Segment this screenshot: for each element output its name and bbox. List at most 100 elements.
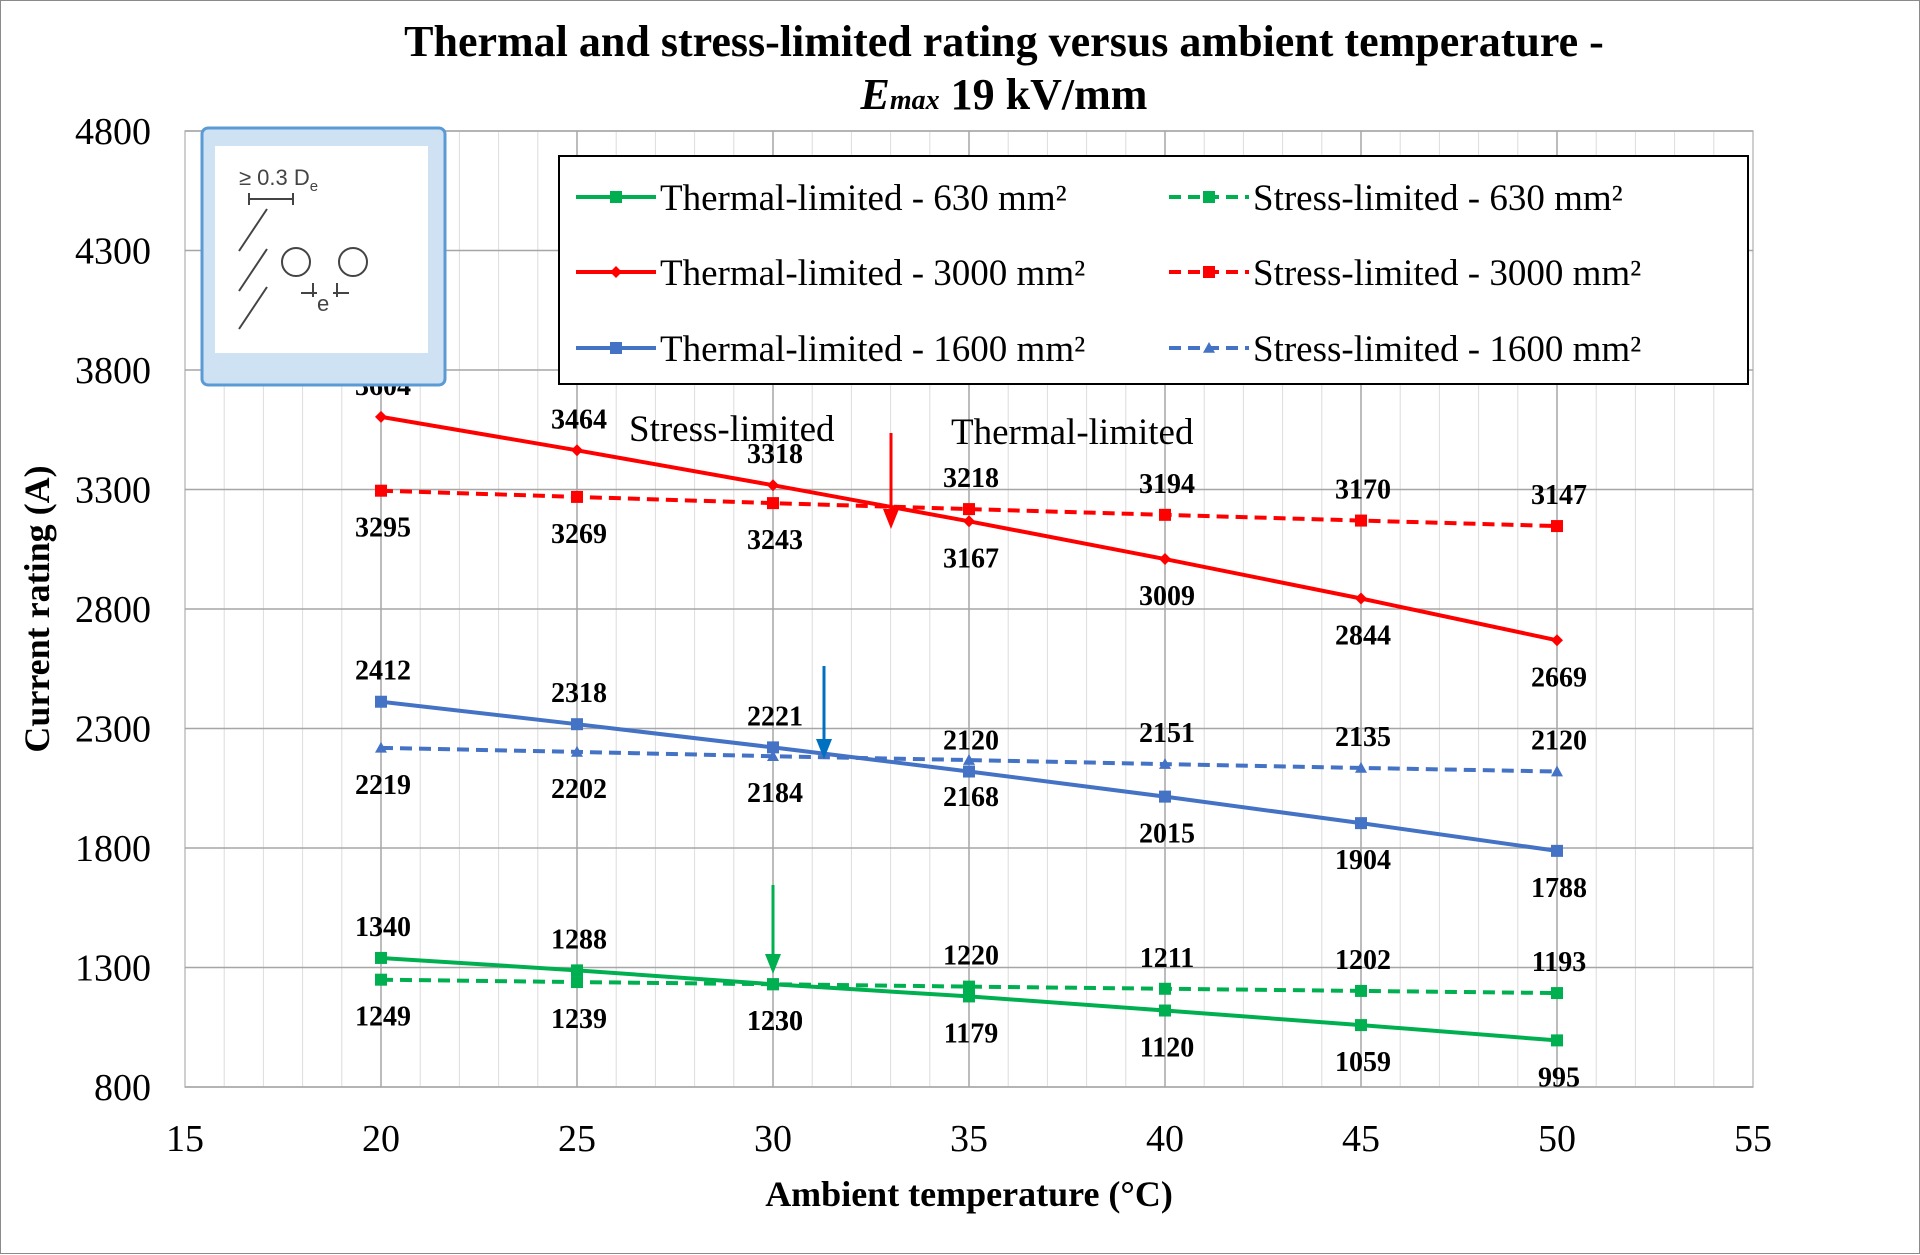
legend-label: Stress-limited - 3000 mm² [1253,253,1641,294]
data-label: 3009 [1139,581,1195,612]
series-layer [375,410,1563,1047]
series-0 [375,951,1563,1047]
legend-swatch-marker [610,342,622,354]
x-tick-label: 25 [558,1118,596,1160]
legend-item-1: Stress-limited - 630 mm² [1169,178,1623,219]
blue-crossover-arrow [816,666,832,759]
data-label: 1179 [944,1018,998,1049]
chart-subtitle: Emax 19 kV/mm [860,70,1148,119]
x-tick-label: 45 [1342,1118,1380,1160]
x-tick-label: 15 [166,1118,204,1160]
green-crossover-arrow [765,885,781,974]
data-label: 2135 [1335,722,1391,753]
data-point [375,484,387,497]
data-label: 3147 [1531,480,1587,511]
data-point [1159,758,1171,769]
data-point [1159,508,1171,521]
x-tick-label: 20 [362,1118,400,1160]
data-point [571,745,583,757]
data-point [963,754,975,765]
data-point [767,479,779,492]
data-point [1159,1004,1171,1017]
subtitle-symbol: E [860,70,890,119]
y-axis-label: Current rating (A) [17,465,57,752]
data-label: 2202 [551,774,607,805]
data-point [571,976,583,989]
x-tick-labels: 15 20 25 30 35 40 45 50 55 [166,1118,1772,1160]
legend-item-3: Stress-limited - 3000 mm² [1169,253,1641,294]
data-label: 995 [1538,1062,1580,1093]
data-label: 3295 [355,513,411,544]
legend-item-4: Thermal-limited - 1600 mm² [576,329,1085,370]
y-tick-label: 3300 [75,470,151,512]
y-tick-label: 1800 [75,828,151,870]
data-point [767,741,779,754]
data-point [767,978,779,991]
data-label: 2412 [355,656,411,687]
data-point [1355,592,1367,605]
data-point [1355,514,1367,527]
data-label: 3318 [747,439,803,470]
data-point [571,718,583,731]
legend-label: Thermal-limited - 3000 mm² [660,253,1085,294]
data-label: 1288 [551,924,607,955]
y-tick-label: 800 [94,1067,151,1109]
data-label: 2151 [1139,718,1195,749]
data-label: 1249 [355,1002,411,1033]
data-point [963,980,975,993]
stress-limited-annotation: Stress-limited [629,409,835,450]
subtitle-rest: 19 kV/mm [940,70,1148,119]
data-point [375,741,387,753]
legend-swatch-marker [610,191,622,203]
data-point [963,765,975,778]
legend: Thermal-limited - 630 mm² Stress-limited … [558,155,1749,385]
data-point [1159,790,1171,803]
legend-item-2: Thermal-limited - 3000 mm² [576,253,1085,294]
data-point [1355,761,1367,773]
data-label: 2221 [747,701,803,732]
data-label: 3194 [1139,469,1195,500]
x-tick-label: 30 [754,1118,792,1160]
data-label: 1904 [1335,845,1391,876]
data-point [375,951,387,964]
legend-label: Stress-limited - 630 mm² [1253,178,1623,219]
legend-box [558,155,1749,385]
legend-label: Stress-limited - 1600 mm² [1253,329,1641,370]
data-label: 1230 [747,1006,803,1037]
data-point [571,490,583,503]
legend-swatch-marker [1203,191,1215,203]
legend-swatch-marker [1203,266,1215,278]
data-label: 3170 [1335,475,1391,506]
y-tick-label: 4300 [75,231,151,273]
data-point [1159,553,1171,566]
data-label: 1059 [1335,1047,1391,1078]
data-label: 1202 [1335,945,1391,976]
data-label: 2844 [1335,620,1391,651]
data-label: 2219 [355,770,411,801]
y-tick-label: 2300 [75,709,151,751]
data-label: 2318 [551,678,607,709]
y-tick-label: 2800 [75,589,151,631]
x-tick-label: 40 [1146,1118,1184,1160]
data-point [1355,1019,1367,1032]
data-point [1551,520,1563,533]
cable-arrangement-inset: ≥ 0.3 De e [200,126,447,387]
data-point [767,750,779,762]
data-label: 2669 [1531,662,1587,693]
series-1 [375,973,1563,1000]
data-label: 3269 [551,519,607,550]
data-label: 2184 [747,778,803,809]
data-point [963,515,975,528]
series-2 [375,410,1563,647]
data-point [1551,765,1563,777]
subtitle-subscript: max [890,85,940,116]
data-point [1551,634,1563,647]
legend-item-5: Stress-limited - 1600 mm² [1169,329,1641,370]
data-point [963,503,975,516]
series-5 [375,741,1563,777]
x-tick-label: 55 [1734,1118,1772,1160]
thermal-limited-annotation: Thermal-limited [951,412,1194,453]
data-label: 3167 [943,543,999,574]
